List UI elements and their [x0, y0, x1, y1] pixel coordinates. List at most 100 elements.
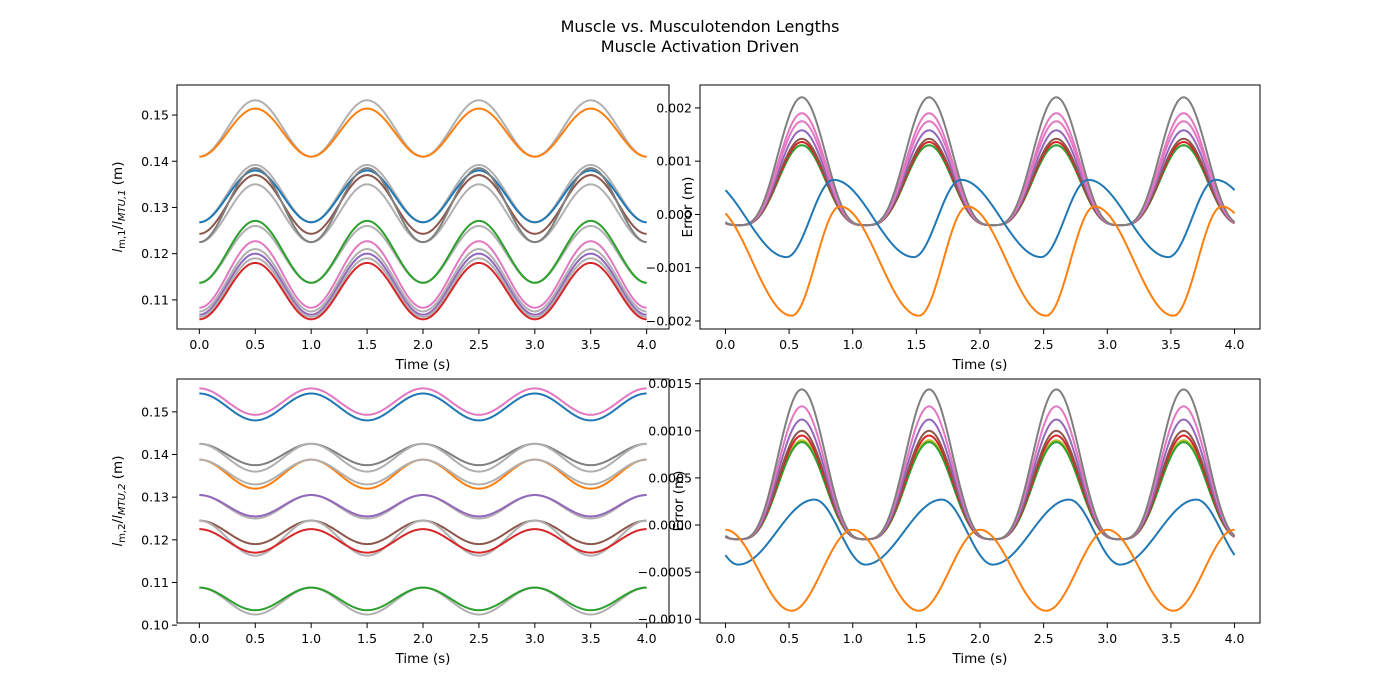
y-axis-label: Error (m) [671, 471, 687, 532]
y-tick-label: −0.001 [646, 260, 692, 275]
series-line-8 [199, 219, 647, 284]
x-tick-label: 4.0 [1225, 631, 1245, 646]
series-line-10 [199, 248, 647, 313]
series-line-3 [199, 442, 647, 473]
y-tick-label: 0.0010 [648, 423, 692, 438]
y-tick-label: 0.0000 [648, 518, 692, 533]
series-line-7 [724, 498, 1236, 566]
x-tick-label: 3.5 [1161, 337, 1181, 352]
x-tick-label: 2.5 [469, 337, 489, 352]
y-tick-label: −0.002 [646, 314, 692, 329]
series-group [199, 387, 647, 616]
series-line-6 [199, 167, 647, 244]
y-tick-label: 0.12 [141, 246, 169, 261]
x-tick-label: 3.0 [1097, 337, 1117, 352]
x-tick-label: 0.5 [245, 631, 265, 646]
x-tick-label: 1.5 [906, 631, 926, 646]
x-tick-label: 1.0 [843, 631, 863, 646]
series-group [199, 99, 647, 321]
y-tick-label: −0.0005 [638, 565, 692, 580]
x-tick-label: 1.0 [301, 631, 321, 646]
x-axis-label: Time (s) [395, 651, 451, 667]
x-tick-label: 2.0 [970, 631, 990, 646]
x-tick-label: 2.5 [1034, 337, 1054, 352]
series-line-6 [724, 388, 1236, 541]
series-group [724, 388, 1236, 612]
series-line-1 [199, 392, 647, 422]
y-tick-label: 0.13 [141, 490, 169, 505]
series-line-11 [199, 252, 647, 316]
x-tick-label: 1.0 [843, 337, 863, 352]
x-tick-label: 2.5 [469, 631, 489, 646]
x-tick-label: 2.5 [1034, 631, 1054, 646]
y-tick-label: 0.002 [656, 100, 692, 115]
y-tick-label: 0.0015 [648, 376, 692, 391]
series-line-1 [199, 107, 647, 158]
y-tick-label: 0.15 [141, 108, 169, 123]
y-tick-label: 0.000 [656, 207, 692, 222]
series-line-6 [724, 96, 1236, 227]
y-tick-label: 0.11 [141, 292, 169, 307]
x-tick-label: 1.0 [301, 337, 321, 352]
y-tick-label: 0.0005 [648, 470, 692, 485]
x-tick-label: 0.5 [245, 337, 265, 352]
y-tick-label: 0.15 [141, 404, 169, 419]
y-tick-label: 0.11 [141, 575, 169, 590]
series-line-7 [199, 494, 647, 518]
x-axis-label: Time (s) [952, 357, 1008, 373]
y-tick-label: −0.0010 [638, 612, 692, 627]
x-tick-label: 0.5 [779, 631, 799, 646]
x-tick-label: 3.5 [581, 631, 601, 646]
x-tick-label: 3.0 [1097, 631, 1117, 646]
x-tick-label: 0.5 [779, 337, 799, 352]
x-tick-label: 1.5 [357, 631, 377, 646]
subplot-bottom-right: 0.0 0.5 1.0 1.5 2.0 2.5 3.0 3.5 4.0 −0.0010 −0.000… [638, 376, 1261, 667]
series-line-13 [199, 261, 647, 321]
series-group [724, 96, 1236, 317]
y-axis-label: lm,1/lMTU,1 (m) [110, 162, 128, 253]
subplot-grid: 0.0 0.5 1.0 1.5 2.0 2.5 3.0 3.5 4.00.110.120.130… [110, 84, 1261, 667]
subplot-top-right: 0.0 0.5 1.0 1.5 2.0 2.5 3.0 3.5 4.0 −0.002 −0.001 0… [646, 84, 1261, 373]
x-tick-label: 3.0 [525, 631, 545, 646]
x-tick-label: 3.0 [525, 337, 545, 352]
series-line-9 [199, 240, 647, 309]
y-tick-label: 0.14 [141, 154, 169, 169]
series-line-5 [199, 458, 647, 486]
y-tick-label: 0.14 [141, 447, 169, 462]
subplot-bottom-left: 0.0 0.5 1.0 1.5 2.0 2.5 3.0 3.5 4.0 0.10 0.11 0.12 0… [110, 378, 670, 667]
series-line-0 [199, 387, 647, 416]
figure-title-line1: Muscle vs. Musculotendon Lengths [561, 17, 840, 36]
series-line-7 [724, 178, 1236, 259]
y-tick-label: 0.13 [141, 200, 169, 215]
y-tick-label: 0.001 [656, 154, 692, 169]
x-tick-label: 2.0 [413, 337, 433, 352]
x-tick-label: 4.0 [1225, 337, 1245, 352]
series-line-4 [199, 174, 647, 235]
x-tick-label: 1.5 [357, 337, 377, 352]
figure-title-line2: Muscle Activation Driven [601, 37, 799, 56]
series-line-12 [199, 257, 647, 318]
x-tick-label: 4.0 [637, 631, 657, 646]
x-tick-label: 3.5 [581, 337, 601, 352]
y-axis-label: lm,2/lMTU,2 (m) [110, 456, 128, 547]
subplot-top-left: 0.0 0.5 1.0 1.5 2.0 2.5 3.0 3.5 4.0 0.11 0.12 0.13 0… [110, 84, 670, 373]
x-tick-label: 4.0 [637, 337, 657, 352]
x-tick-label: 2.0 [970, 337, 990, 352]
y-tick-label: 0.10 [141, 618, 169, 633]
x-tick-label: 2.0 [413, 631, 433, 646]
x-tick-label: 0.0 [716, 631, 736, 646]
series-line-8 [725, 528, 1235, 612]
y-axis-label: Error (m) [680, 177, 696, 238]
x-tick-label: 3.5 [1161, 631, 1181, 646]
y-tick-label: 0.12 [141, 532, 169, 547]
x-tick-label: 0.0 [189, 337, 209, 352]
series-line-3 [199, 169, 647, 224]
x-tick-label: 1.5 [906, 337, 926, 352]
x-tick-label: 0.0 [716, 337, 736, 352]
x-axis-label: Time (s) [395, 357, 451, 373]
x-axis-label: Time (s) [952, 651, 1008, 667]
x-tick-label: 0.0 [189, 631, 209, 646]
series-line-12 [199, 586, 647, 612]
series-line-10 [199, 528, 647, 554]
